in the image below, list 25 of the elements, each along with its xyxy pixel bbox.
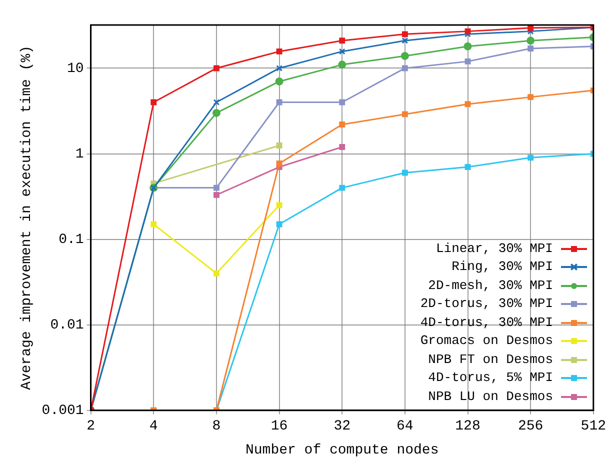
legend-label: Gromacs on Desmos: [420, 332, 553, 350]
legend-label: 4D-torus, 30% MPI: [420, 314, 553, 332]
y-axis-title: Average improvement in execution time (%): [19, 45, 36, 390]
y-tick-label: 0.01: [50, 318, 84, 334]
legend-label: 2D-torus, 30% MPI: [420, 295, 553, 313]
legend-label: 2D-mesh, 30% MPI: [428, 276, 553, 294]
x-axis-title: Number of compute nodes: [245, 442, 439, 458]
x-tick-label: 32: [334, 418, 351, 435]
legend-label: Ring, 30% MPI: [452, 258, 553, 276]
x-tick-label: 256: [518, 418, 544, 435]
legend-label: NPB LU on Desmos: [428, 388, 553, 406]
x-tick-label: 16: [270, 418, 288, 435]
x-tick-label: 2: [86, 418, 96, 435]
x-tick-label: 4: [149, 418, 158, 435]
y-tick-label: 0.001: [42, 403, 84, 420]
x-tick-label: 8: [212, 418, 221, 435]
x-tick-label: 512: [580, 418, 606, 435]
x-tick-label: 128: [455, 418, 480, 435]
legend-label: Linear, 30% MPI: [436, 240, 553, 258]
y-tick-label: 0.1: [58, 232, 84, 248]
legend-label: 4D-torus, 5% MPI: [428, 369, 553, 387]
x-tick-label: 64: [396, 418, 414, 435]
legend-label: NPB FT on Desmos: [428, 350, 553, 368]
y-tick-label: 1: [75, 146, 84, 162]
y-tick-label: 10: [66, 60, 84, 77]
